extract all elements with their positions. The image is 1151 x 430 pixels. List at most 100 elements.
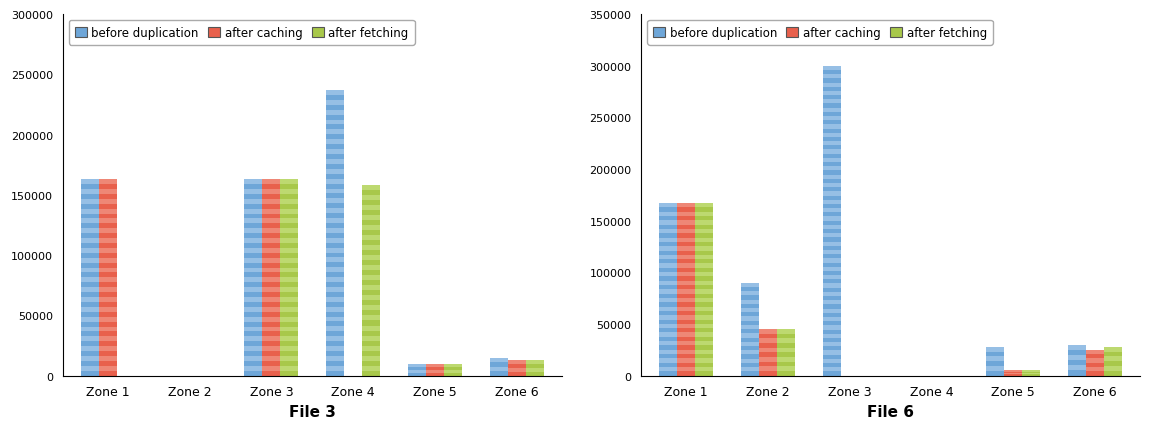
Legend: before duplication, after caching, after fetching: before duplication, after caching, after… <box>69 21 414 46</box>
Bar <box>823 75 840 79</box>
Bar <box>262 249 281 253</box>
Bar <box>262 180 281 376</box>
Bar <box>660 324 677 329</box>
Bar <box>1085 350 1104 376</box>
Bar <box>660 298 677 303</box>
Bar <box>244 200 262 204</box>
Bar <box>741 317 759 321</box>
Bar <box>244 180 262 376</box>
Bar <box>81 239 99 243</box>
Bar <box>508 368 526 372</box>
Bar <box>695 221 714 225</box>
Bar <box>823 209 840 213</box>
Bar <box>986 347 1004 376</box>
Bar <box>81 268 99 273</box>
Bar <box>281 200 298 204</box>
Bar <box>695 298 714 303</box>
Bar <box>823 359 840 363</box>
Bar <box>823 192 840 196</box>
Bar <box>363 186 380 191</box>
Bar <box>244 307 262 312</box>
Bar <box>99 268 117 273</box>
Bar <box>281 209 298 214</box>
Bar <box>407 364 426 367</box>
Bar <box>444 370 462 373</box>
Bar <box>823 309 840 313</box>
Bar <box>99 180 117 184</box>
Bar <box>1085 359 1104 363</box>
Bar <box>326 287 344 292</box>
Bar <box>326 160 344 165</box>
Bar <box>823 334 840 338</box>
Bar <box>426 370 444 373</box>
Bar <box>81 327 99 332</box>
Bar <box>326 366 344 371</box>
Bar <box>326 218 344 224</box>
Bar <box>99 258 117 263</box>
Bar <box>244 209 262 214</box>
Bar <box>262 366 281 371</box>
Bar <box>1068 345 1085 376</box>
Bar <box>363 266 380 271</box>
Bar <box>759 348 777 353</box>
Bar <box>244 327 262 332</box>
Bar <box>823 233 840 238</box>
Bar <box>526 368 543 372</box>
Bar <box>695 204 714 208</box>
Bar <box>244 317 262 322</box>
Bar <box>426 364 444 376</box>
Bar <box>677 212 695 217</box>
Bar <box>695 238 714 243</box>
Bar <box>695 273 714 277</box>
Bar <box>363 356 380 361</box>
Bar <box>1068 366 1085 371</box>
Bar <box>986 347 1004 352</box>
Bar <box>759 329 777 334</box>
Bar <box>823 342 840 347</box>
Bar <box>281 356 298 361</box>
Bar <box>81 249 99 253</box>
Bar <box>777 329 795 376</box>
Bar <box>326 307 344 312</box>
Bar <box>99 307 117 312</box>
Bar <box>677 264 695 268</box>
Bar <box>99 317 117 322</box>
Bar <box>281 337 298 341</box>
Bar <box>99 288 117 292</box>
Bar <box>660 204 677 376</box>
Bar <box>660 341 677 346</box>
X-axis label: File 6: File 6 <box>867 404 914 419</box>
Bar <box>660 230 677 234</box>
Bar <box>281 249 298 253</box>
Bar <box>244 288 262 292</box>
Bar <box>262 239 281 243</box>
Bar <box>777 357 795 362</box>
Bar <box>326 277 344 283</box>
Bar <box>660 367 677 372</box>
Bar <box>244 249 262 253</box>
Bar <box>660 238 677 243</box>
Bar <box>695 281 714 286</box>
Bar <box>695 359 714 363</box>
Bar <box>363 196 380 201</box>
Bar <box>489 358 508 362</box>
Bar <box>741 334 759 338</box>
Bar <box>81 229 99 233</box>
Bar <box>695 307 714 311</box>
Bar <box>695 316 714 320</box>
Bar <box>741 283 759 287</box>
Bar <box>99 327 117 332</box>
Bar <box>326 258 344 263</box>
Bar <box>81 219 99 224</box>
Bar <box>677 221 695 225</box>
Bar <box>741 350 759 355</box>
Bar <box>660 290 677 294</box>
Bar <box>660 264 677 268</box>
Bar <box>363 336 380 341</box>
Bar <box>363 296 380 301</box>
Bar <box>823 301 840 305</box>
Bar <box>1068 355 1085 360</box>
Bar <box>262 258 281 263</box>
Bar <box>695 255 714 260</box>
Bar <box>363 186 380 376</box>
